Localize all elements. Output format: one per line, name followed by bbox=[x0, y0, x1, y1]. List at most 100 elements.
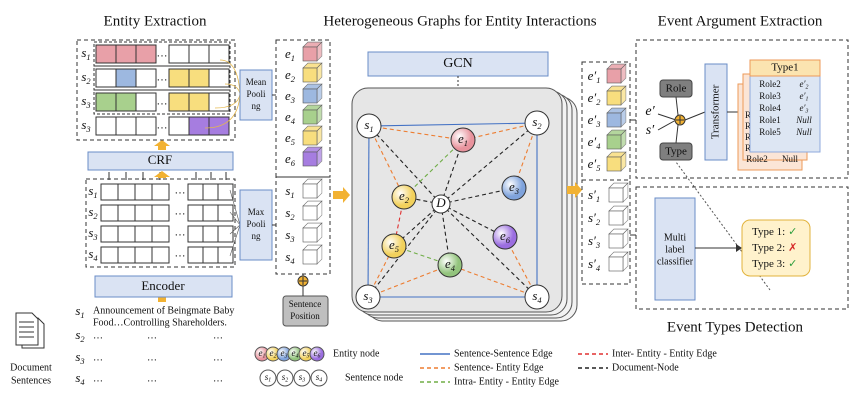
symbol-base: D bbox=[435, 195, 446, 210]
crf-block bbox=[87, 151, 234, 171]
graph-node bbox=[437, 252, 463, 278]
pooling-link bbox=[229, 211, 241, 226]
graph-edge bbox=[449, 264, 538, 298]
symbol-index: 1 bbox=[291, 53, 295, 63]
label: Sentence-Sentence Edge bbox=[454, 348, 553, 359]
symbol-index: 4 bbox=[290, 256, 295, 266]
label: Sentence node bbox=[345, 372, 404, 383]
label: ng bbox=[252, 101, 262, 111]
label: Document-Node bbox=[612, 362, 679, 373]
dashed-frame bbox=[275, 39, 331, 178]
symbol-base: s bbox=[532, 114, 537, 129]
symbol-base: s bbox=[299, 372, 303, 382]
graph-edge bbox=[367, 264, 451, 298]
symbol: e′3 bbox=[800, 103, 809, 115]
symbol-index: 1 bbox=[369, 124, 373, 134]
token-cell bbox=[217, 183, 234, 201]
symbol-index: 1 bbox=[596, 75, 600, 85]
label: Inter- Entity - Entity Edge bbox=[612, 348, 717, 359]
symbol-index: 5 bbox=[596, 163, 600, 173]
symbol-base: e′ bbox=[588, 68, 597, 83]
symbol-index: 6 bbox=[506, 235, 511, 245]
connector bbox=[675, 96, 679, 116]
symbol-base: s bbox=[282, 372, 286, 382]
symbol: e′3 bbox=[588, 112, 601, 129]
symbol-index: 3 bbox=[805, 109, 809, 115]
graph-node bbox=[501, 175, 527, 201]
label: Role4 bbox=[759, 103, 781, 113]
cube-front bbox=[302, 130, 318, 146]
token-cell bbox=[117, 204, 136, 222]
symbol: e2 bbox=[399, 188, 410, 205]
pooled-cell bbox=[208, 44, 230, 64]
symbol: e2 bbox=[285, 67, 296, 84]
label: Intra- Entity - Entity Edge bbox=[454, 376, 560, 387]
symbol-index: 2 bbox=[596, 97, 601, 107]
label: R bbox=[745, 132, 751, 142]
symbol-index: 4 bbox=[291, 116, 296, 126]
symbol-index: 2 bbox=[291, 74, 296, 84]
symbol: e3 bbox=[509, 179, 519, 196]
symbol: s′ bbox=[646, 123, 655, 138]
token-cell bbox=[100, 246, 119, 264]
symbol-base: s′ bbox=[588, 256, 596, 271]
label: Document bbox=[10, 362, 52, 373]
symbol-index: 5 bbox=[291, 137, 295, 147]
symbol-index: 3 bbox=[595, 240, 600, 250]
symbol: e′4 bbox=[588, 134, 602, 151]
token-cell bbox=[202, 204, 219, 222]
cube-front bbox=[302, 227, 318, 243]
legend-node bbox=[293, 369, 311, 387]
token-cell bbox=[134, 204, 153, 222]
symbol-index: 1 bbox=[464, 138, 468, 148]
label: … bbox=[147, 330, 157, 341]
label: Role2 bbox=[759, 79, 781, 89]
symbol: e2 bbox=[270, 348, 277, 360]
symbol: s3 bbox=[363, 288, 372, 305]
symbol-base: e bbox=[285, 88, 291, 103]
label: Role5 bbox=[759, 127, 781, 137]
symbol-base: s bbox=[364, 117, 369, 132]
label: … bbox=[213, 373, 223, 384]
ellipsis: … bbox=[157, 120, 168, 132]
label: … bbox=[213, 330, 223, 341]
arrow bbox=[154, 140, 170, 150]
cube-front bbox=[302, 109, 318, 125]
symbol-base: e bbox=[270, 348, 274, 358]
label: Transformer bbox=[710, 84, 722, 139]
token-cell bbox=[217, 204, 234, 222]
pooling-link bbox=[229, 189, 241, 226]
cube-front bbox=[302, 249, 318, 265]
pooled-cell bbox=[135, 116, 157, 136]
pooled-cell bbox=[115, 44, 137, 64]
graph-edge bbox=[368, 122, 538, 127]
label: Max bbox=[248, 207, 265, 217]
sentence-position-block bbox=[282, 295, 329, 327]
pooled-cell bbox=[115, 116, 137, 136]
legend-node bbox=[259, 369, 277, 387]
result-mark: ✓ bbox=[788, 226, 797, 238]
symbol-base: s bbox=[285, 227, 290, 242]
symbol-index: 2 bbox=[290, 212, 295, 222]
dashed-frame bbox=[85, 178, 236, 268]
ellipsis: … bbox=[157, 48, 168, 60]
max-pooling-block bbox=[239, 189, 273, 261]
pooled-cell bbox=[95, 44, 117, 64]
arrow bbox=[567, 182, 582, 198]
symbol-base: e bbox=[285, 109, 291, 124]
label: … bbox=[147, 352, 157, 363]
symbol-index: 2 bbox=[80, 334, 85, 344]
graph-edge bbox=[368, 125, 405, 198]
result-label: Type 3: bbox=[752, 258, 785, 270]
label: Sentence- Entity Edge bbox=[454, 362, 544, 373]
label: Food…Controlling Shareholders. bbox=[93, 317, 227, 328]
token-cell bbox=[187, 246, 204, 264]
connector bbox=[657, 119, 677, 131]
symbol-index: 3 bbox=[290, 95, 295, 105]
symbol-base: s bbox=[265, 372, 269, 382]
symbol-base: s bbox=[75, 327, 80, 342]
token-cell bbox=[100, 183, 119, 201]
section-title: Entity Extraction bbox=[104, 13, 207, 29]
symbol: s3 bbox=[81, 93, 90, 110]
row-frame bbox=[93, 89, 231, 115]
